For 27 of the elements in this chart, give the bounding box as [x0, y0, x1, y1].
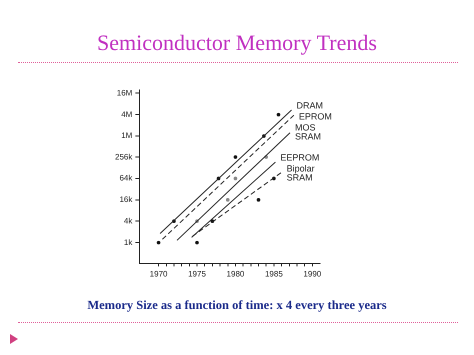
x-tick-label: 1990 [303, 269, 322, 278]
point [256, 198, 260, 202]
y-tick-label: 1k [124, 238, 134, 247]
point [226, 198, 230, 202]
point [195, 240, 199, 244]
x-tick-label: 1985 [264, 269, 284, 278]
y-tick-label: 4M [121, 110, 133, 119]
point [234, 176, 238, 180]
text: Memory Size as a function of time: x 4 every three years [86, 298, 388, 313]
point [156, 240, 160, 244]
x-tick-label: 1980 [226, 269, 245, 278]
series-label: EEPROM [280, 152, 320, 163]
y-tick-label: 16M [116, 88, 133, 98]
y-tick-label: 256k [114, 152, 134, 162]
series-label: DRAM [296, 100, 324, 110]
x-tick-label: 1970 [150, 269, 168, 278]
series-label: EPROM [298, 111, 332, 122]
chart-title: Semiconductor Memory Trends [96, 30, 378, 56]
x-tick-label: 1975 [188, 269, 206, 278]
series-label: MOS SRAM [295, 122, 322, 142]
y-tick-label: 64k [119, 174, 134, 183]
y-tick-label: 4k [124, 216, 134, 226]
y-tick-label: 1M [121, 131, 133, 140]
series-label: Bipolar SRAM [286, 164, 315, 183]
y-tick-label: 16k [119, 195, 134, 204]
point [234, 155, 238, 159]
point [276, 112, 280, 116]
